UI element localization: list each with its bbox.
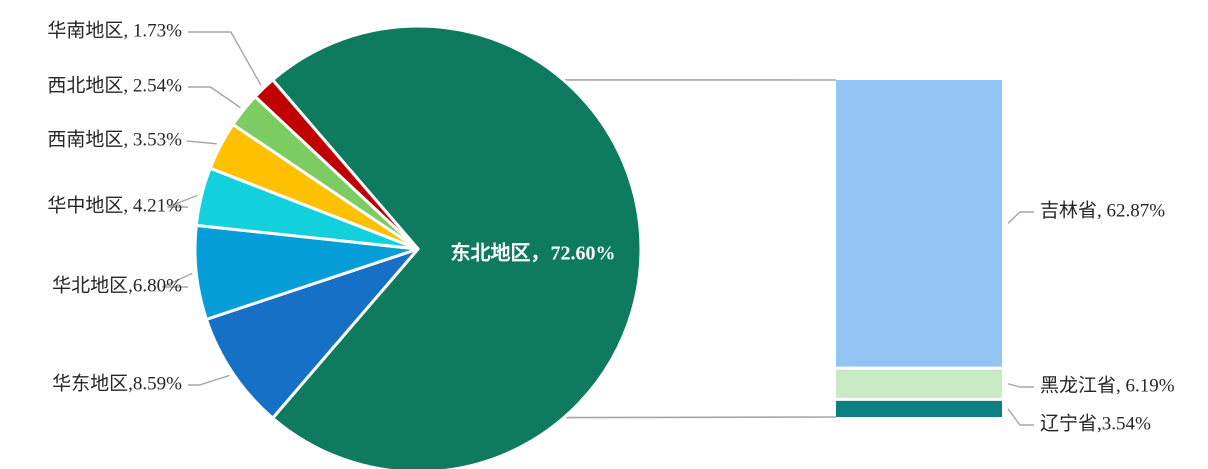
bar-segment-辽宁省	[836, 400, 1002, 417]
data-label-吉林省: 吉林省, 62.87%	[1040, 199, 1165, 221]
leader-line-黑龙江省	[1007, 383, 1034, 388]
data-label-东北地区: 东北地区，72.60%	[451, 241, 616, 265]
data-label-黑龙江省: 黑龙江省, 6.19%	[1040, 374, 1175, 396]
leader-line-西北地区	[188, 86, 241, 109]
data-label-华中地区: 华中地区, 4.21%	[47, 194, 182, 216]
pie-slice-华南地区	[253, 78, 420, 251]
leader-line-华东地区	[188, 374, 230, 386]
stacked-bar	[836, 80, 1002, 417]
pie-chart	[193, 24, 643, 469]
leader-line-西南地区	[186, 140, 217, 145]
data-label-辽宁省: 辽宁省,3.54%	[1040, 412, 1151, 434]
bar-segment-黑龙江省	[836, 369, 1002, 398]
data-label-华北地区: 华北地区,6.80%	[52, 274, 182, 296]
leader-line-华南地区	[188, 31, 262, 86]
data-label-华东地区: 华东地区,8.59%	[52, 372, 182, 394]
data-label-西南地区: 西南地区, 3.53%	[47, 128, 182, 150]
leader-line-吉林省	[1007, 211, 1034, 224]
leader-line-华中地区	[167, 194, 198, 208]
pie-slice-东北地区	[271, 24, 643, 469]
data-label-华南地区: 华南地区, 1.73%	[47, 19, 182, 41]
data-labels: 东北地区，72.60% 华南地区, 1.73% 西北地区, 2.54% 西南地区, 3…	[47, 19, 1174, 434]
leader-lines	[162, 31, 1034, 426]
data-label-西北地区: 西北地区, 2.54%	[47, 74, 182, 96]
bar-segment-吉林省	[836, 80, 1002, 367]
pie-slice-华东地区	[204, 247, 420, 420]
leader-line-华北地区	[162, 272, 193, 288]
leader-line-辽宁省	[1007, 408, 1034, 426]
